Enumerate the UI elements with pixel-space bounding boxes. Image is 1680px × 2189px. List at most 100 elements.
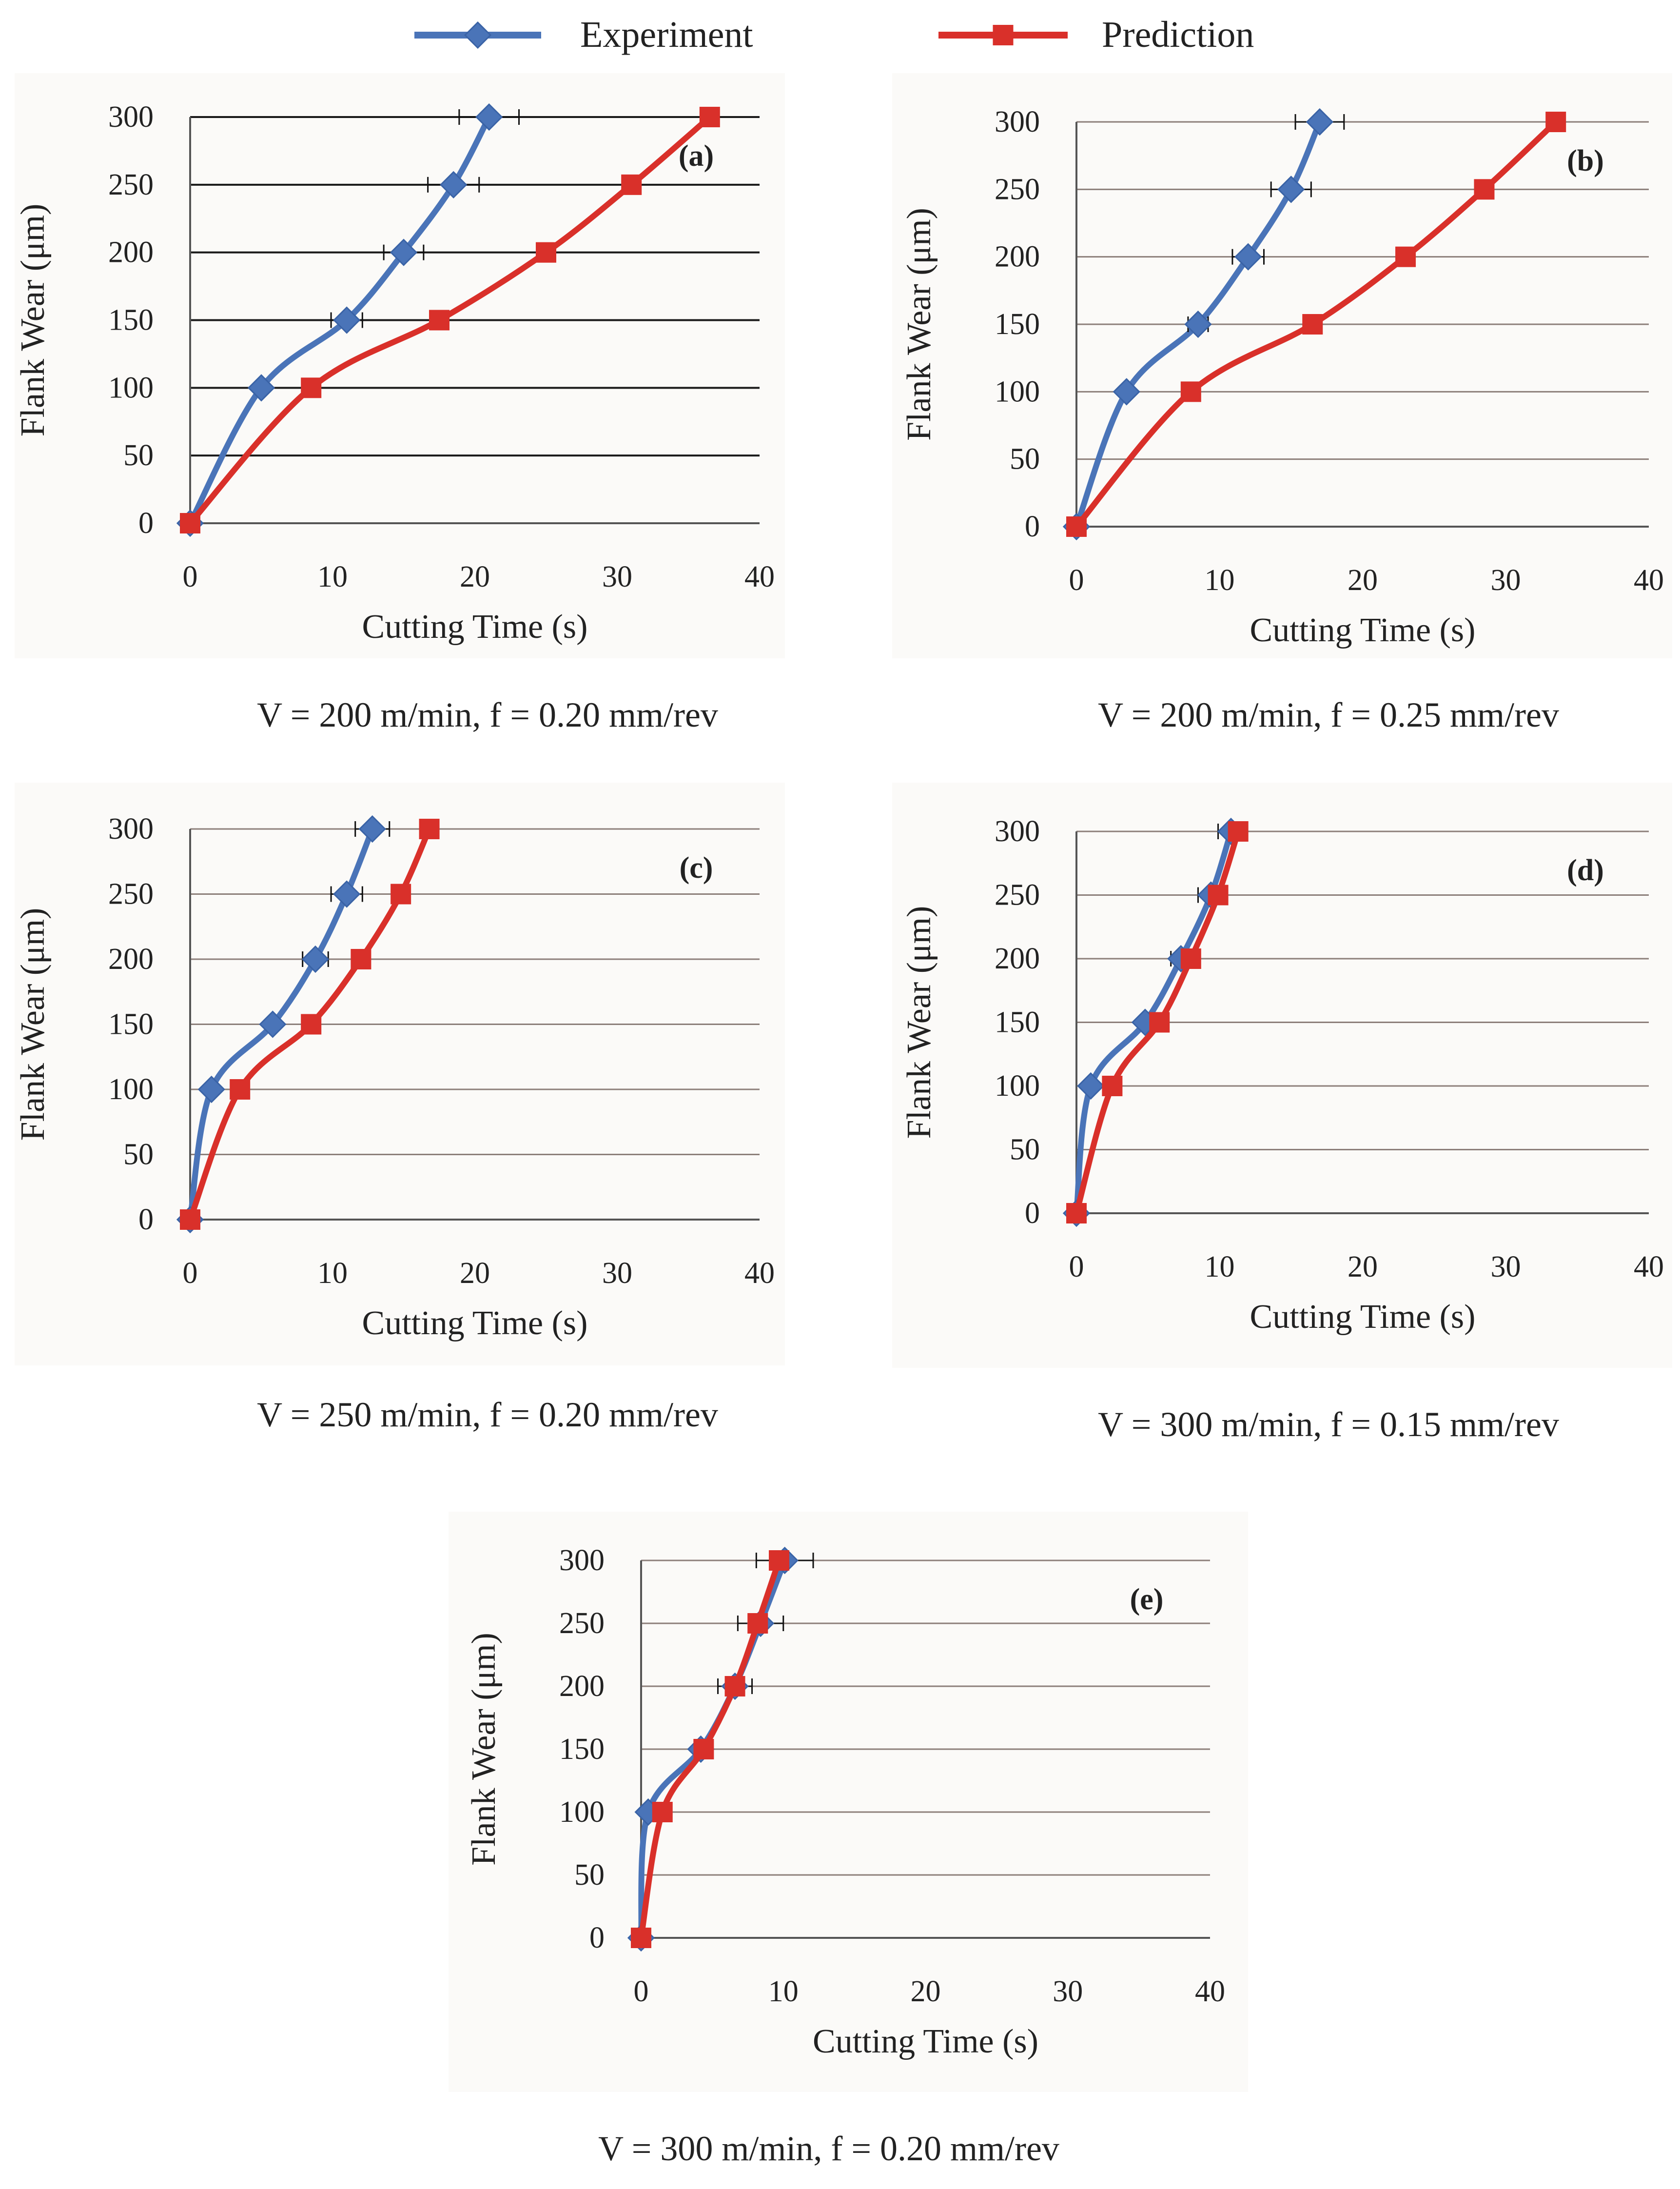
chart-panel: 0 50 100 150 200 250 300 0 10 20 30 40 Cutting Time … [449, 1512, 1248, 2168]
plot-background [15, 73, 785, 658]
x-axis-title: Cutting Time (s) [1250, 611, 1476, 649]
legend: Experiment Prediction [414, 14, 1254, 55]
y-tick-label: 300 [108, 812, 154, 846]
data-point [1395, 246, 1416, 267]
series-prediction [631, 1550, 789, 1948]
data-point [652, 1802, 673, 1822]
data-point [1180, 381, 1201, 402]
y-tick-label: 200 [995, 240, 1040, 274]
data-point [259, 1010, 287, 1038]
x-tick-label: 40 [1634, 1250, 1664, 1283]
y-axis-title: Flank Wear (μm) [14, 908, 52, 1141]
x-tick-label: 30 [1053, 1975, 1083, 2008]
y-tick-label: 300 [559, 1544, 605, 1577]
y-tick-label: 300 [995, 105, 1040, 138]
y-tick-label: 200 [995, 942, 1040, 975]
data-point [475, 103, 503, 131]
data-point [1180, 948, 1201, 969]
y-tick-label: 50 [123, 439, 154, 472]
panel-label: (a) [679, 139, 714, 173]
data-point [301, 945, 330, 973]
chart-panel: 0 50 100 150 200 250 300 0 10 20 30 40 Cutting Time … [892, 73, 1672, 734]
x-tick-label: 10 [1205, 1250, 1235, 1283]
legend-label: Experiment [580, 14, 753, 55]
data-point [301, 1014, 322, 1035]
y-tick-label: 50 [574, 1858, 605, 1892]
y-tick-label: 0 [1025, 1197, 1040, 1230]
x-tick-label: 20 [460, 560, 490, 593]
legend-marker [993, 25, 1014, 45]
data-point [333, 306, 361, 334]
data-point [230, 1079, 251, 1100]
plot-background [449, 1512, 1248, 2092]
panel-label: (d) [1567, 854, 1604, 887]
data-point [429, 310, 449, 331]
y-tick-label: 150 [559, 1733, 605, 1766]
y-tick-label: 300 [108, 100, 154, 134]
data-point [301, 377, 322, 398]
x-tick-label: 0 [1069, 1250, 1084, 1283]
data-point [391, 884, 411, 905]
data-point [1228, 821, 1249, 842]
panel-label: (e) [1130, 1583, 1164, 1616]
data-point [699, 107, 720, 127]
chart-panel: 0 50 100 150 200 250 300 0 10 20 30 40 Cutting Time … [892, 783, 1672, 1444]
data-point [1306, 108, 1334, 136]
x-tick-label: 30 [602, 1257, 632, 1290]
y-tick-label: 50 [1010, 443, 1040, 476]
x-tick-label: 20 [911, 1975, 941, 2008]
data-point [1234, 243, 1262, 271]
x-tick-label: 20 [1348, 1250, 1378, 1283]
x-tick-label: 30 [602, 560, 632, 593]
x-tick-label: 0 [183, 560, 198, 593]
x-axis-title: Cutting Time (s) [813, 2023, 1038, 2060]
x-axis-title: Cutting Time (s) [362, 1304, 588, 1342]
data-point [440, 171, 468, 198]
x-axis-title: Cutting Time (s) [362, 608, 588, 646]
legend-marker [464, 21, 492, 49]
series-experiment [1062, 108, 1345, 541]
y-tick-label: 0 [138, 507, 154, 540]
data-point [1066, 1203, 1087, 1223]
x-tick-label: 0 [634, 1975, 649, 2008]
plot-background [892, 783, 1672, 1368]
x-tick-label: 10 [317, 1257, 348, 1290]
x-tick-label: 20 [460, 1257, 490, 1290]
y-tick-label: 150 [995, 308, 1040, 341]
data-point [390, 238, 418, 266]
chart-panel: 0 50 100 150 200 250 300 0 10 20 30 40 Cutting Time … [14, 783, 785, 1434]
data-point [358, 815, 386, 843]
data-point [1102, 1076, 1123, 1096]
data-point [333, 880, 361, 908]
data-point [1545, 112, 1566, 132]
x-tick-label: 30 [1491, 1250, 1521, 1283]
y-axis-title: Flank Wear (μm) [465, 1633, 503, 1866]
panel-caption: V = 200 m/min, f = 0.20 mm/rev [257, 695, 718, 734]
data-point [180, 513, 200, 533]
data-point [1184, 310, 1212, 338]
y-tick-label: 250 [559, 1607, 605, 1640]
y-axis-title: Flank Wear (μm) [900, 906, 938, 1139]
data-point [419, 819, 440, 839]
y-tick-label: 150 [995, 1006, 1040, 1039]
data-point [247, 374, 275, 402]
data-point [1277, 176, 1305, 203]
panel-caption: V = 300 m/min, f = 0.20 mm/rev [598, 2129, 1059, 2168]
y-tick-label: 200 [559, 1670, 605, 1703]
data-point [724, 1676, 745, 1696]
x-axis-title: Cutting Time (s) [1250, 1298, 1476, 1336]
y-tick-label: 250 [108, 168, 154, 201]
y-tick-label: 0 [138, 1203, 154, 1236]
x-tick-label: 20 [1348, 564, 1378, 597]
y-axis-title: Flank Wear (μm) [14, 204, 52, 437]
data-point [768, 1550, 789, 1571]
y-tick-label: 150 [108, 1008, 154, 1041]
panel-caption: V = 300 m/min, f = 0.15 mm/rev [1098, 1405, 1559, 1444]
y-tick-label: 100 [995, 375, 1040, 408]
y-tick-label: 50 [123, 1138, 154, 1171]
y-tick-label: 50 [1010, 1133, 1040, 1166]
data-point [197, 1075, 225, 1104]
data-point [693, 1739, 714, 1759]
legend-item-prediction: Prediction [938, 14, 1254, 55]
x-tick-label: 40 [1634, 564, 1664, 597]
